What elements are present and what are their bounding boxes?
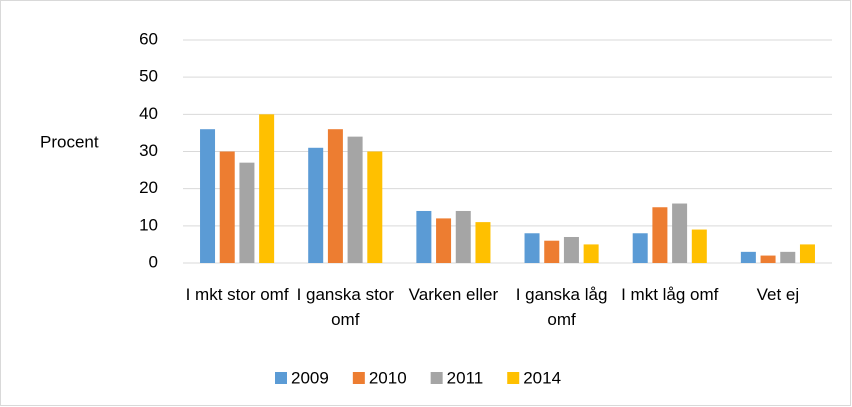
bar <box>436 218 452 263</box>
bar <box>740 251 756 263</box>
bar <box>455 210 471 263</box>
y-tick-label: 40 <box>139 104 158 123</box>
legend-label: 2014 <box>523 368 561 387</box>
bar <box>200 129 216 263</box>
bar <box>632 233 648 263</box>
bar <box>259 114 275 263</box>
bar <box>524 233 540 263</box>
legend-swatch <box>430 372 443 384</box>
y-tick-label: 20 <box>139 178 158 197</box>
bar <box>691 229 707 263</box>
x-tick-label: I ganska låg omf <box>515 285 608 329</box>
y-tick-label: 10 <box>139 215 158 234</box>
bar <box>780 251 796 263</box>
y-tick-label: 50 <box>139 67 158 86</box>
bar <box>583 244 599 263</box>
y-axis-label: Procent <box>40 132 99 151</box>
x-tick-label: I mkt stor omf <box>185 285 289 304</box>
bar <box>367 151 383 263</box>
legend-swatch <box>352 372 365 384</box>
x-tick-label: I mkt låg omf <box>621 285 719 304</box>
bar <box>475 222 491 263</box>
bar <box>672 203 688 263</box>
x-tick-label: Varken eller <box>408 285 499 304</box>
legend-swatch <box>507 372 520 384</box>
y-tick-label: 30 <box>139 141 158 160</box>
bar <box>416 210 432 263</box>
legend-label: 2010 <box>369 368 407 387</box>
bar <box>799 244 815 263</box>
legend-label: 2011 <box>447 368 484 387</box>
bar <box>544 240 560 263</box>
x-tick-label: I ganska stor omf <box>296 285 394 329</box>
bar <box>347 136 363 263</box>
bar <box>219 151 235 263</box>
bar <box>308 147 324 263</box>
bar <box>327 129 343 263</box>
legend-label: 2009 <box>291 368 329 387</box>
bar <box>239 162 255 263</box>
x-tick-label: Vet ej <box>756 285 800 304</box>
y-tick-label: 60 <box>139 29 158 48</box>
bar <box>760 255 776 263</box>
bar <box>652 207 668 263</box>
y-tick-label: 0 <box>149 252 158 271</box>
bar <box>563 236 579 263</box>
legend-swatch <box>275 372 287 384</box>
